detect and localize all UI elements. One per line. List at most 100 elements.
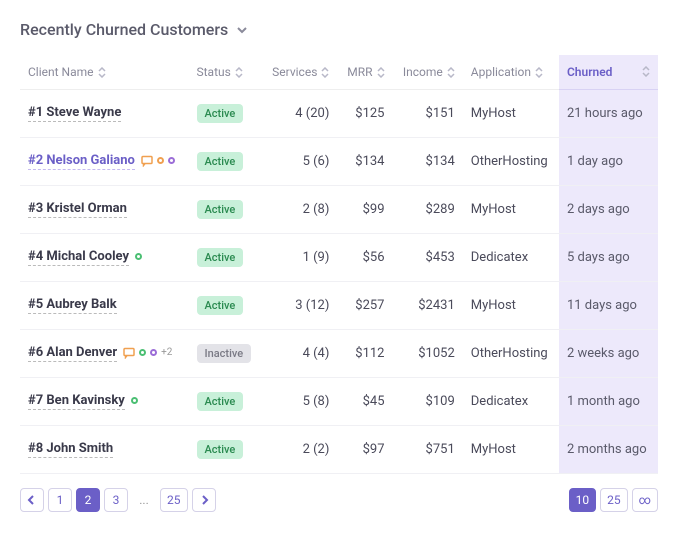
table-row: #1 Steve WayneActive4 (20)$125$151MyHost… <box>20 90 658 138</box>
col-status-label: Status <box>197 65 231 79</box>
sort-icon <box>321 67 329 78</box>
application-cell: MyHost <box>463 90 559 138</box>
col-income[interactable]: Income <box>393 55 463 90</box>
status-dot-green <box>135 253 142 260</box>
page-size-button[interactable]: 25 <box>600 488 628 512</box>
sort-icon <box>535 67 543 78</box>
col-application[interactable]: Application <box>463 55 559 90</box>
client-link[interactable]: #2 Nelson Galiano <box>28 153 135 170</box>
application-cell: OtherHosting <box>463 138 559 186</box>
sort-icon <box>642 66 650 77</box>
chat-icon <box>123 347 135 359</box>
services-cell: 3 (12) <box>262 282 338 330</box>
status-badge: Active <box>197 152 244 171</box>
services-cell: 5 (6) <box>262 138 338 186</box>
status-dot-green <box>139 349 146 356</box>
col-services[interactable]: Services <box>262 55 338 90</box>
churn-table: Client Name Status Services MRR Income A… <box>20 55 658 474</box>
status-badge: Inactive <box>197 344 252 363</box>
churned-cell: 11 days ago <box>559 282 658 330</box>
page-size-selector: 1025∞ <box>569 488 658 512</box>
prev-page-button[interactable] <box>20 488 44 512</box>
income-cell: $151 <box>393 90 463 138</box>
col-services-label: Services <box>272 65 317 79</box>
client-link[interactable]: #7 Ben Kavinsky <box>28 393 125 410</box>
status-dot-purple <box>168 157 175 164</box>
status-badge: Active <box>197 296 244 315</box>
client-link[interactable]: #4 Michal Cooley <box>28 249 129 266</box>
application-cell: Dedicatex <box>463 378 559 426</box>
mrr-cell: $99 <box>337 186 392 234</box>
client-link[interactable]: #1 Steve Wayne <box>28 105 121 122</box>
churned-cell: 21 hours ago <box>559 90 658 138</box>
col-status[interactable]: Status <box>189 55 262 90</box>
col-income-label: Income <box>403 65 443 79</box>
application-cell: MyHost <box>463 282 559 330</box>
page-button[interactable]: 2 <box>76 488 100 512</box>
services-cell: 2 (2) <box>262 426 338 474</box>
chat-icon <box>141 155 153 167</box>
income-cell: $1052 <box>393 330 463 378</box>
services-cell: 4 (4) <box>262 330 338 378</box>
sort-icon <box>377 67 385 78</box>
table-row: #3 Kristel Orman Active 2 (8)$99$289MyHost… <box>20 186 658 234</box>
services-cell: 2 (8) <box>262 186 338 234</box>
table-row: #5 Aubrey Balk Active 3 (12)$257$2431MyHos… <box>20 282 658 330</box>
col-mrr-label: MRR <box>347 65 372 79</box>
sort-icon <box>98 67 106 78</box>
client-link[interactable]: #3 Kristel Orman <box>28 201 127 218</box>
mrr-cell: $56 <box>337 234 392 282</box>
churned-cell: 1 month ago <box>559 378 658 426</box>
mrr-cell: $257 <box>337 282 392 330</box>
panel-title: Recently Churned Customers <box>20 20 228 39</box>
client-link[interactable]: #8 John Smith <box>28 441 113 458</box>
page-button[interactable]: 1 <box>48 488 72 512</box>
churned-cell: 1 day ago <box>559 138 658 186</box>
status-dot-purple <box>150 349 157 356</box>
application-cell: MyHost <box>463 186 559 234</box>
table-row: #7 Ben KavinskyActive5 (8)$45$109Dedicat… <box>20 378 658 426</box>
services-cell: 4 (20) <box>262 90 338 138</box>
table-row: #8 John SmithActive2 (2)$97$751MyHost2 m… <box>20 426 658 474</box>
churned-cell: 2 days ago <box>559 186 658 234</box>
col-churned[interactable]: Churned <box>559 55 658 90</box>
client-link[interactable]: #5 Aubrey Balk <box>28 297 117 314</box>
income-cell: $453 <box>393 234 463 282</box>
page-size-button[interactable]: 10 <box>569 488 597 512</box>
churned-cell: 2 weeks ago <box>559 330 658 378</box>
page-size-button[interactable]: ∞ <box>632 488 658 512</box>
page-button[interactable]: 25 <box>160 488 188 512</box>
services-cell: 5 (8) <box>262 378 338 426</box>
panel-title-dropdown[interactable]: Recently Churned Customers <box>20 20 658 39</box>
col-mrr[interactable]: MRR <box>337 55 392 90</box>
more-count: +2 <box>161 347 172 358</box>
col-churned-label: Churned <box>567 65 612 79</box>
income-cell: $289 <box>393 186 463 234</box>
table-row: #6 Alan Denver +2 Inactive 4 (4)$112$1052Ot… <box>20 330 658 378</box>
page-ellipsis: ... <box>132 488 156 512</box>
table-row: #2 Nelson GalianoActive5 (6)$134$134Othe… <box>20 138 658 186</box>
page-navigation: 123...25 <box>20 488 216 512</box>
client-link[interactable]: #6 Alan Denver <box>28 345 117 362</box>
next-page-button[interactable] <box>192 488 216 512</box>
income-cell: $134 <box>393 138 463 186</box>
status-badge: Active <box>197 440 244 459</box>
income-cell: $109 <box>393 378 463 426</box>
income-cell: $2431 <box>393 282 463 330</box>
status-badge: Active <box>197 248 244 267</box>
col-client[interactable]: Client Name <box>20 55 189 90</box>
mrr-cell: $45 <box>337 378 392 426</box>
status-dot-orange <box>157 157 164 164</box>
status-badge: Active <box>197 200 244 219</box>
col-application-label: Application <box>471 65 531 79</box>
mrr-cell: $97 <box>337 426 392 474</box>
income-cell: $751 <box>393 426 463 474</box>
mrr-cell: $112 <box>337 330 392 378</box>
sort-icon <box>447 67 455 78</box>
application-cell: OtherHosting <box>463 330 559 378</box>
application-cell: Dedicatex <box>463 234 559 282</box>
mrr-cell: $134 <box>337 138 392 186</box>
churned-cell: 5 days ago <box>559 234 658 282</box>
page-button[interactable]: 3 <box>104 488 128 512</box>
churned-cell: 2 months ago <box>559 426 658 474</box>
